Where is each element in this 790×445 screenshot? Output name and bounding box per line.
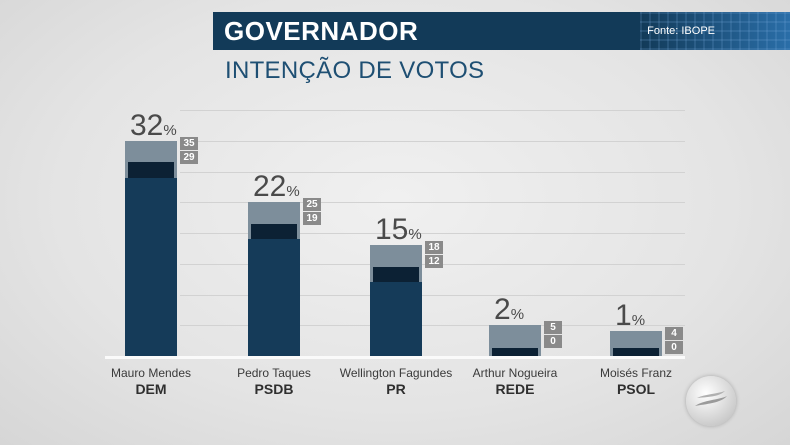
candidate-name: Moisés Franz xyxy=(599,366,673,380)
gridline xyxy=(180,141,685,142)
chart-subtitle: INTENÇÃO DE VOTOS xyxy=(225,57,485,84)
data-label: 1% xyxy=(615,301,645,331)
bar xyxy=(125,178,177,356)
upper-bound-label: 5 xyxy=(544,321,562,334)
bar-value-marker xyxy=(251,224,297,239)
gridline xyxy=(180,295,685,296)
party-name: PR xyxy=(386,381,406,397)
bar xyxy=(370,282,422,356)
data-label-percent-sign: % xyxy=(510,306,525,323)
data-label-value: 1 xyxy=(615,299,632,332)
candidate-name: Pedro Taques xyxy=(237,366,311,380)
data-label-value: 32 xyxy=(130,109,164,142)
lower-bound-label: 19 xyxy=(303,212,321,225)
upper-bound-label: 35 xyxy=(180,137,198,150)
bar-value-marker xyxy=(128,162,174,178)
data-label-value: 2 xyxy=(494,293,511,326)
header-bar: GOVERNADOR Fonte: IBOPE xyxy=(213,12,790,50)
candidate-name: Wellington Fagundes xyxy=(339,366,453,380)
lower-bound-label: 29 xyxy=(180,151,198,164)
party-name: PSOL xyxy=(616,381,656,397)
gridline xyxy=(180,325,685,326)
data-label-value: 15 xyxy=(375,213,409,246)
data-label: 2% xyxy=(494,295,524,325)
data-label-percent-sign: % xyxy=(631,312,646,329)
data-label: 32% xyxy=(130,111,177,141)
gridline xyxy=(180,172,685,173)
header-texture xyxy=(640,12,790,50)
data-label: 15% xyxy=(375,215,422,245)
candidate-name: Mauro Mendes xyxy=(110,366,192,380)
data-label-percent-sign: % xyxy=(408,226,422,243)
gridline xyxy=(180,233,685,234)
bar xyxy=(248,239,300,356)
party-name: PSDB xyxy=(254,381,294,397)
gridline xyxy=(180,202,685,203)
data-label-percent-sign: % xyxy=(286,183,300,200)
bar-value-marker xyxy=(492,348,538,356)
gridline xyxy=(180,110,685,111)
lower-bound-label: 0 xyxy=(665,341,683,354)
upper-bound-label: 18 xyxy=(425,241,443,254)
upper-bound-label: 4 xyxy=(665,327,683,340)
party-name: REDE xyxy=(495,381,535,397)
bar-value-marker xyxy=(613,348,659,356)
data-label-value: 22 xyxy=(253,170,287,203)
upper-bound-label: 25 xyxy=(303,198,321,211)
candidate-name: Arthur Nogueira xyxy=(472,366,558,380)
chart-baseline xyxy=(105,356,685,359)
bar-value-marker xyxy=(373,267,419,282)
chart-title: GOVERNADOR xyxy=(224,16,419,46)
lower-bound-label: 0 xyxy=(544,335,562,348)
party-name: DEM xyxy=(135,381,167,397)
source-label: Fonte: IBOPE xyxy=(647,25,715,37)
data-label-percent-sign: % xyxy=(163,122,177,139)
data-label: 22% xyxy=(253,172,300,202)
lower-bound-label: 12 xyxy=(425,255,443,268)
tv-station-logo-icon xyxy=(686,376,736,426)
